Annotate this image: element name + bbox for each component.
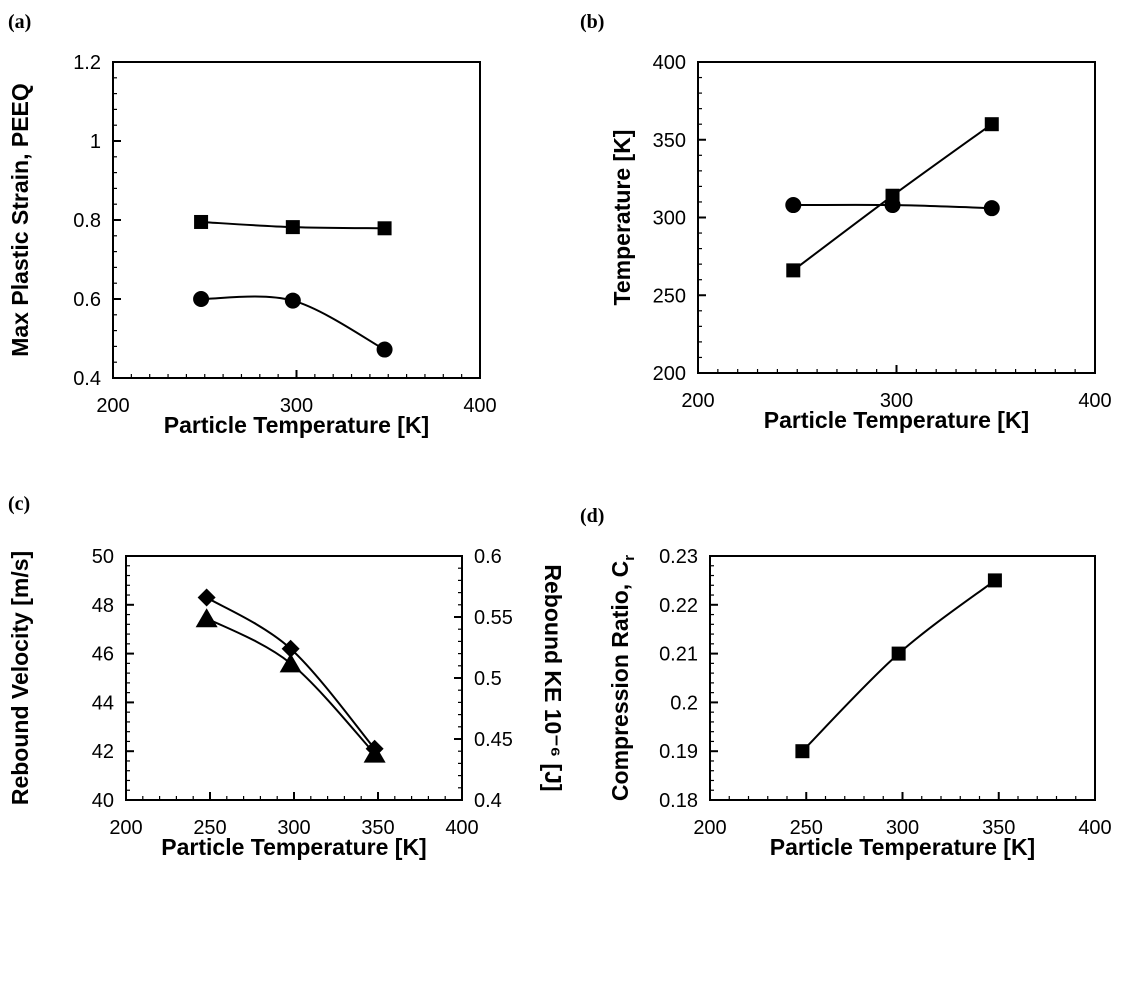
y-tick-label: 0.23 bbox=[659, 546, 698, 568]
data-point-triangle bbox=[195, 608, 218, 628]
y-tick-label: 200 bbox=[653, 363, 686, 385]
series-line-triangle bbox=[206, 617, 376, 755]
y-tick-label: 350 bbox=[653, 130, 686, 152]
data-point-diamond bbox=[197, 588, 216, 607]
y-axis-title: Compression Ratio, Cr bbox=[607, 555, 638, 801]
y-tick-label: 250 bbox=[653, 285, 686, 307]
plot-frame bbox=[112, 61, 481, 379]
y-tick-label: 0.4 bbox=[73, 368, 101, 390]
data-point-circle bbox=[983, 200, 1000, 217]
panel-label: (b) bbox=[580, 11, 604, 33]
y-tick-label: 0.22 bbox=[659, 595, 698, 617]
x-tick-label: 250 bbox=[790, 817, 823, 839]
data-point-circle bbox=[193, 291, 210, 307]
x-axis-title: Particle Temperature [K] bbox=[164, 412, 429, 438]
y-tick-label: 40 bbox=[92, 790, 114, 812]
x-tick-label: 300 bbox=[886, 817, 919, 839]
y2-tick-label: 0.5 bbox=[474, 668, 502, 690]
plot-frame bbox=[125, 555, 463, 801]
series-line-square bbox=[801, 579, 996, 752]
data-point-triangle bbox=[363, 743, 386, 763]
x-tick-label: 300 bbox=[880, 390, 913, 412]
y-tick-label: 400 bbox=[653, 52, 686, 74]
y-tick-label: 1.2 bbox=[73, 52, 101, 74]
x-tick-label: 350 bbox=[361, 817, 394, 839]
x-tick-label: 400 bbox=[1078, 390, 1111, 412]
y-tick-label: 48 bbox=[92, 595, 114, 617]
data-point-circle bbox=[785, 197, 802, 214]
y-axis-title-subscript: r bbox=[621, 555, 638, 561]
data-point-circle bbox=[884, 197, 901, 214]
x-axis-title: Particle Temperature [K] bbox=[161, 834, 426, 860]
plot-frame bbox=[709, 555, 1096, 801]
y2-tick-label: 0.6 bbox=[474, 546, 502, 568]
y-axis-title: Temperature [K] bbox=[609, 130, 635, 306]
x-tick-label: 200 bbox=[693, 817, 726, 839]
x-tick-label: 200 bbox=[681, 390, 714, 412]
panel-label: (d) bbox=[580, 505, 604, 527]
y-tick-label: 0.8 bbox=[73, 210, 101, 232]
y2-axis-title: Rebound KE 10⁻⁶ [J] bbox=[540, 564, 566, 791]
data-point-square bbox=[984, 117, 999, 132]
data-point-circle bbox=[376, 341, 393, 358]
y-tick-label: 50 bbox=[92, 546, 114, 568]
x-tick-label: 200 bbox=[96, 395, 129, 417]
data-point-square bbox=[987, 573, 1002, 588]
x-axis-title: Particle Temperature [K] bbox=[770, 834, 1035, 860]
chart-panel-1: (a) 200 300 400 0.4 0.6 0.8 1 1.2 Particle Temper… bbox=[7, 11, 497, 438]
panel-label: (c) bbox=[8, 493, 30, 515]
x-tick-label: 400 bbox=[445, 817, 478, 839]
x-tick-label: 400 bbox=[463, 395, 496, 417]
y2-tick-label: 0.4 bbox=[474, 790, 502, 812]
data-point-square bbox=[377, 221, 392, 236]
y-tick-label: 300 bbox=[653, 208, 686, 230]
data-point-circle bbox=[284, 292, 301, 309]
x-tick-label: 300 bbox=[280, 395, 313, 417]
y-tick-label: 42 bbox=[92, 741, 114, 763]
y-tick-label: 0.19 bbox=[659, 741, 698, 763]
data-point-square bbox=[786, 263, 801, 278]
y-tick-label: 0.18 bbox=[659, 790, 698, 812]
x-tick-label: 300 bbox=[277, 817, 310, 839]
panel-label: (a) bbox=[8, 11, 31, 33]
y-tick-label: 0.6 bbox=[73, 289, 101, 311]
y-tick-label: 44 bbox=[92, 692, 114, 714]
x-tick-label: 350 bbox=[982, 817, 1015, 839]
x-axis-title: Particle Temperature [K] bbox=[764, 407, 1029, 433]
y-tick-label: 1 bbox=[90, 131, 101, 153]
x-tick-label: 250 bbox=[193, 817, 226, 839]
data-point-diamond bbox=[281, 639, 300, 658]
data-point-square bbox=[891, 646, 906, 661]
plot-frame bbox=[697, 61, 1096, 374]
y2-tick-label: 0.55 bbox=[474, 607, 513, 629]
y-tick-label: 0.21 bbox=[659, 644, 698, 666]
y-tick-label: 0.2 bbox=[670, 692, 698, 714]
y-axis-title: Rebound Velocity [m/s] bbox=[7, 551, 33, 805]
y-axis-title: Max Plastic Strain, PEEQ bbox=[7, 83, 33, 357]
chart-panel-4: (d) 200 250 300 350 400 0.18 0.19 0.2 0.21 0.22 0.2… bbox=[580, 505, 1112, 860]
data-point-square bbox=[194, 214, 209, 229]
data-point-triangle bbox=[279, 653, 302, 673]
x-tick-label: 400 bbox=[1078, 817, 1111, 839]
data-point-square bbox=[285, 220, 300, 235]
chart-panel-3: (c) 200 250 300 350 400 40 42 44 46 48 50 0.4 0.45 0.5… bbox=[7, 493, 566, 860]
chart-panel-2: (b) 200 300 400 200 250 300 350 400 Particle Temp… bbox=[580, 11, 1112, 433]
data-point-square bbox=[795, 744, 810, 759]
y2-tick-label: 0.45 bbox=[474, 729, 513, 751]
y-tick-label: 46 bbox=[92, 644, 114, 666]
x-tick-label: 200 bbox=[109, 817, 142, 839]
